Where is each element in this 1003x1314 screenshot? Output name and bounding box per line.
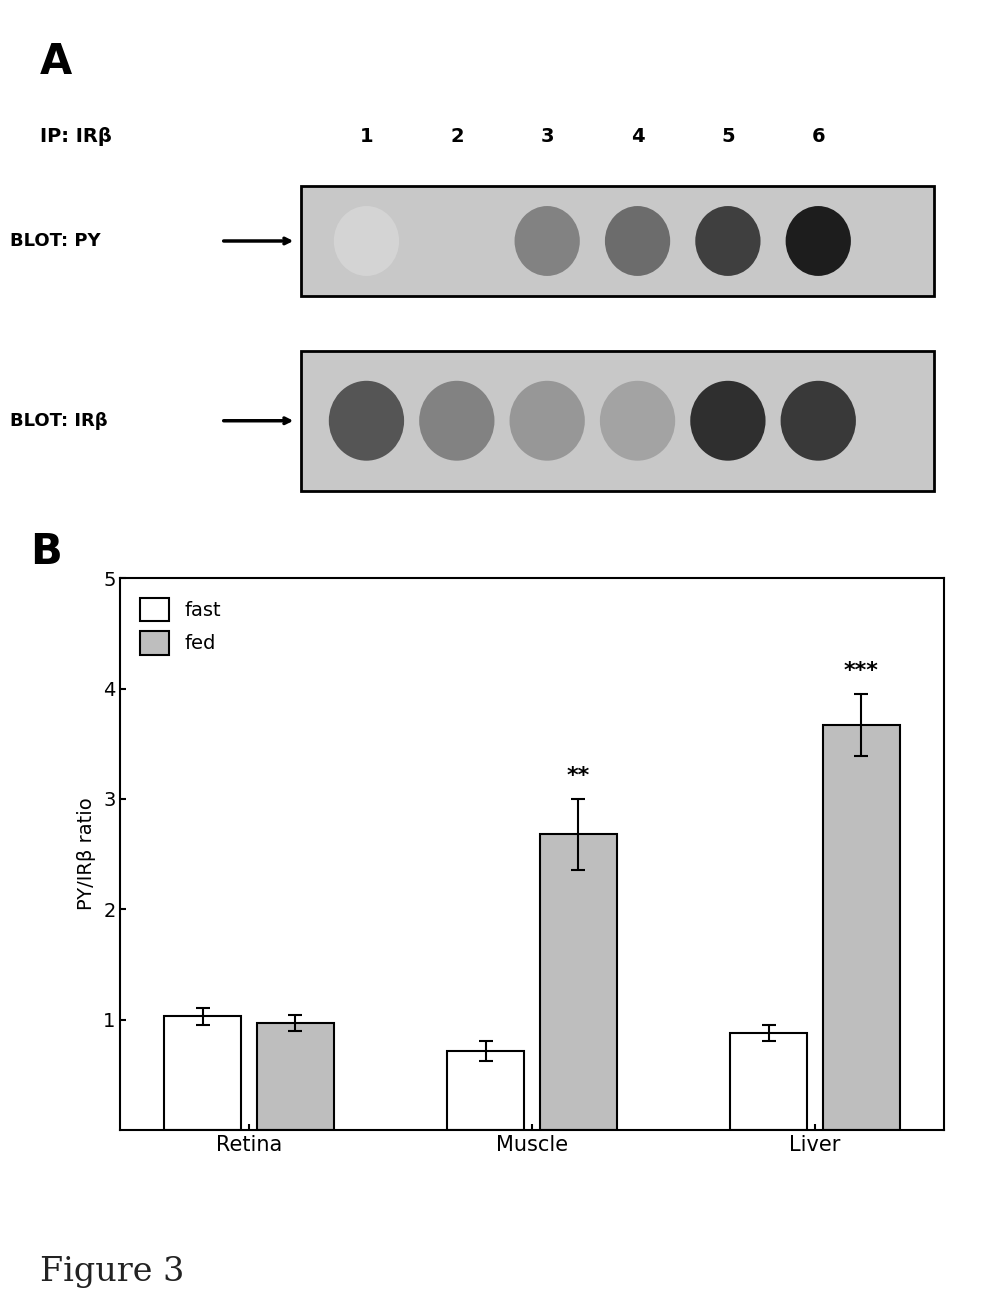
Bar [164, 1016, 241, 1130]
Bar [729, 1033, 806, 1130]
Text: B: B [30, 531, 62, 573]
Legend: fast, fed: fast, fed [130, 587, 231, 665]
Bar [301, 187, 933, 296]
Text: ***: *** [844, 661, 878, 681]
Text: 3: 3 [540, 126, 554, 146]
Text: 5: 5 [720, 126, 734, 146]
Text: **: ** [567, 766, 590, 786]
Text: 4: 4 [630, 126, 644, 146]
Ellipse shape [510, 381, 584, 461]
Ellipse shape [694, 206, 760, 276]
Ellipse shape [604, 206, 670, 276]
Ellipse shape [780, 381, 855, 461]
Ellipse shape [600, 381, 675, 461]
Bar [822, 725, 899, 1130]
Ellipse shape [690, 381, 764, 461]
Text: A: A [40, 41, 72, 83]
Bar [540, 834, 617, 1130]
Text: 2: 2 [449, 126, 463, 146]
Text: IP: IRβ: IP: IRβ [40, 126, 111, 146]
Y-axis label: PY/IRβ ratio: PY/IRβ ratio [77, 798, 96, 911]
Ellipse shape [785, 206, 851, 276]
Text: Figure 3: Figure 3 [40, 1256, 185, 1288]
Bar [257, 1024, 334, 1130]
Text: 6: 6 [810, 126, 824, 146]
Ellipse shape [329, 381, 403, 461]
Text: 1: 1 [359, 126, 373, 146]
Ellipse shape [515, 206, 580, 276]
Bar [301, 351, 933, 490]
Ellipse shape [419, 381, 493, 461]
Ellipse shape [333, 206, 399, 276]
Text: BLOT: PY: BLOT: PY [10, 233, 100, 250]
Bar [446, 1051, 524, 1130]
Text: BLOT: IRβ: BLOT: IRβ [10, 411, 107, 430]
